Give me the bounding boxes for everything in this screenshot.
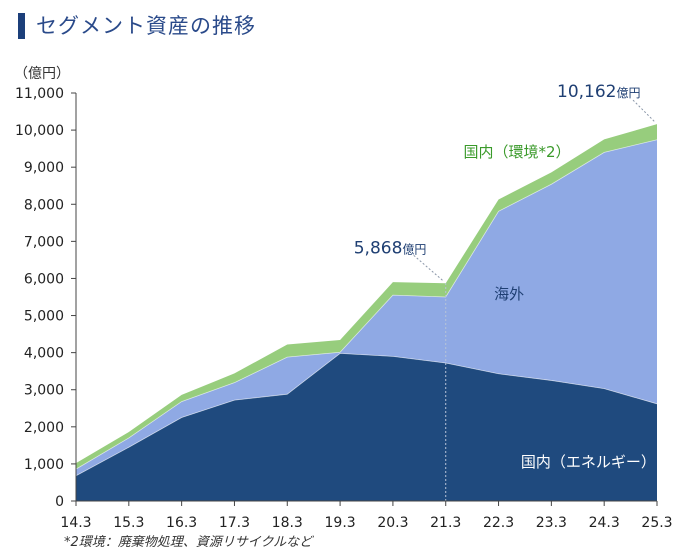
page-title: セグメント資産の推移: [36, 14, 256, 38]
y-tick-label: 1,000: [24, 457, 64, 473]
annotation-leader: [632, 99, 656, 123]
y-tick-label: 4,000: [24, 346, 64, 362]
x-tick-label: 22.3: [483, 515, 514, 530]
asset-chart: 0 1,000 2,000 3,000 4,000 5,000 6,000 7,000 8,00…: [15, 82, 673, 530]
annotation-unit: 億円: [402, 242, 426, 256]
area-series-1: [76, 139, 657, 476]
series-boundary-1: [75, 139, 658, 470]
x-tick-label: 20.3: [377, 515, 408, 530]
x-tick-label: 18.3: [272, 515, 303, 530]
series-label-0: 国内（エネルギー）: [521, 453, 656, 471]
series-label-2: 国内（環境*2）: [464, 143, 571, 161]
annotation-unit: 億円: [616, 86, 640, 100]
x-tick-label: 21.3: [430, 515, 461, 530]
x-tick-label: 25.3: [641, 515, 672, 530]
x-tick-label: 14.3: [60, 515, 91, 530]
title-accent-bar: [18, 13, 25, 39]
y-tick-label: 6,000: [24, 271, 64, 287]
series-boundary-0: [75, 352, 658, 477]
series-label-1: 海外: [494, 285, 524, 303]
annotation-leader: [413, 254, 445, 282]
y-tick-label: 10,000: [15, 123, 64, 139]
y-axis-unit-label: （億円）: [14, 66, 70, 82]
y-tick-label: 3,000: [24, 383, 64, 399]
y-tick-label: 7,000: [24, 234, 64, 250]
x-tick-label: 23.3: [536, 515, 567, 530]
annotation-total-label: 10,162億円: [557, 82, 641, 102]
x-tick-label: 15.3: [113, 515, 144, 530]
x-tick-label: 19.3: [325, 515, 356, 530]
y-tick-label: 0: [55, 494, 64, 510]
area-series-2: [76, 124, 657, 470]
x-tick-label: 17.3: [219, 515, 250, 530]
y-tick-label: 9,000: [24, 160, 64, 176]
area-series-0: [76, 353, 657, 501]
y-tick-label: 8,000: [24, 197, 64, 213]
x-tick-label: 16.3: [166, 515, 197, 530]
y-tick-label: 5,000: [24, 309, 64, 325]
x-tick-label: 24.3: [589, 515, 620, 530]
footnote: *2環境：廃棄物処理、資源リサイクルなど: [64, 535, 313, 550]
y-tick-label: 11,000: [15, 86, 64, 102]
annotation-total-label: 5,868億円: [354, 238, 427, 258]
y-tick-label: 2,000: [24, 420, 64, 436]
